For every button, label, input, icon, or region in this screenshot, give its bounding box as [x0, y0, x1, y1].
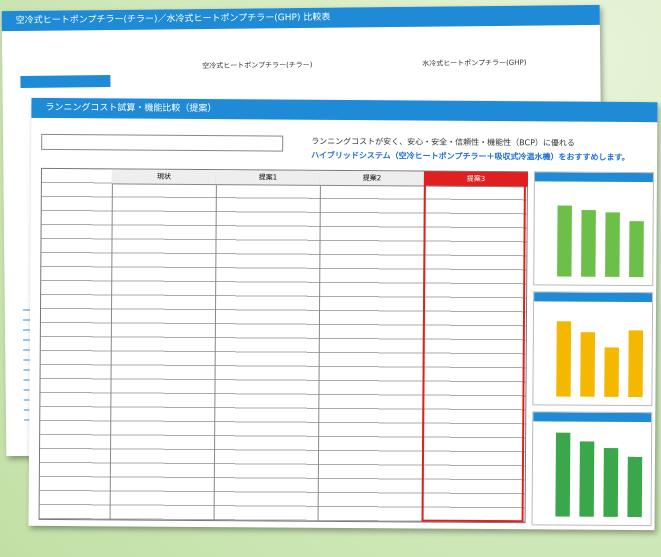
table-col-line — [109, 169, 114, 520]
bar — [555, 432, 571, 517]
chart — [531, 411, 653, 527]
bar — [629, 221, 644, 278]
table-col-header: 提案1 — [215, 170, 320, 186]
bar — [581, 210, 596, 277]
bar — [627, 456, 643, 518]
table-col-header: 現状 — [111, 169, 217, 186]
back-col: 水冷式ヒートポンプチラー(GHP) — [422, 58, 527, 68]
table-col-line — [317, 170, 321, 521]
table: 現状 提案1 提案2 提案3 — [38, 167, 529, 524]
back-col: 空冷式ヒートポンプチラー(チラー) — [202, 60, 313, 71]
bar — [604, 347, 619, 397]
bar — [605, 212, 620, 277]
table-col-line — [213, 170, 218, 521]
bar — [580, 332, 596, 397]
bar — [556, 321, 572, 397]
front-title: ランニングコスト試算・機能比較（提案） — [31, 97, 658, 123]
bar — [579, 441, 595, 517]
bar — [603, 448, 619, 517]
highlight: ハイブリッドシステム（空冷ヒートポンプチラー＋吸収式冷温水機）をおすすめします。 — [311, 150, 630, 162]
chart-header — [534, 172, 653, 183]
table-col-header: 提案2 — [319, 170, 424, 187]
back-label — [20, 75, 111, 88]
chart-header — [533, 412, 652, 423]
front-page: ランニングコスト試算・機能比較（提案） ランニングコストが安く、安心・安全・信頼… — [28, 97, 658, 531]
form-row — [41, 133, 284, 152]
bar — [628, 330, 644, 398]
chart — [533, 171, 654, 287]
chart-header — [534, 292, 653, 303]
lead: ランニングコストが安く、安心・安全・信頼性・機能性（BCP）に優れる — [311, 136, 575, 148]
chart — [532, 291, 654, 407]
back-title: 空冷式ヒートポンプチラー(チラー)／水冷式ヒートポンプチラー(GHP) 比較表 — [1, 4, 600, 32]
bar — [557, 205, 572, 277]
highlight-column — [421, 171, 526, 523]
